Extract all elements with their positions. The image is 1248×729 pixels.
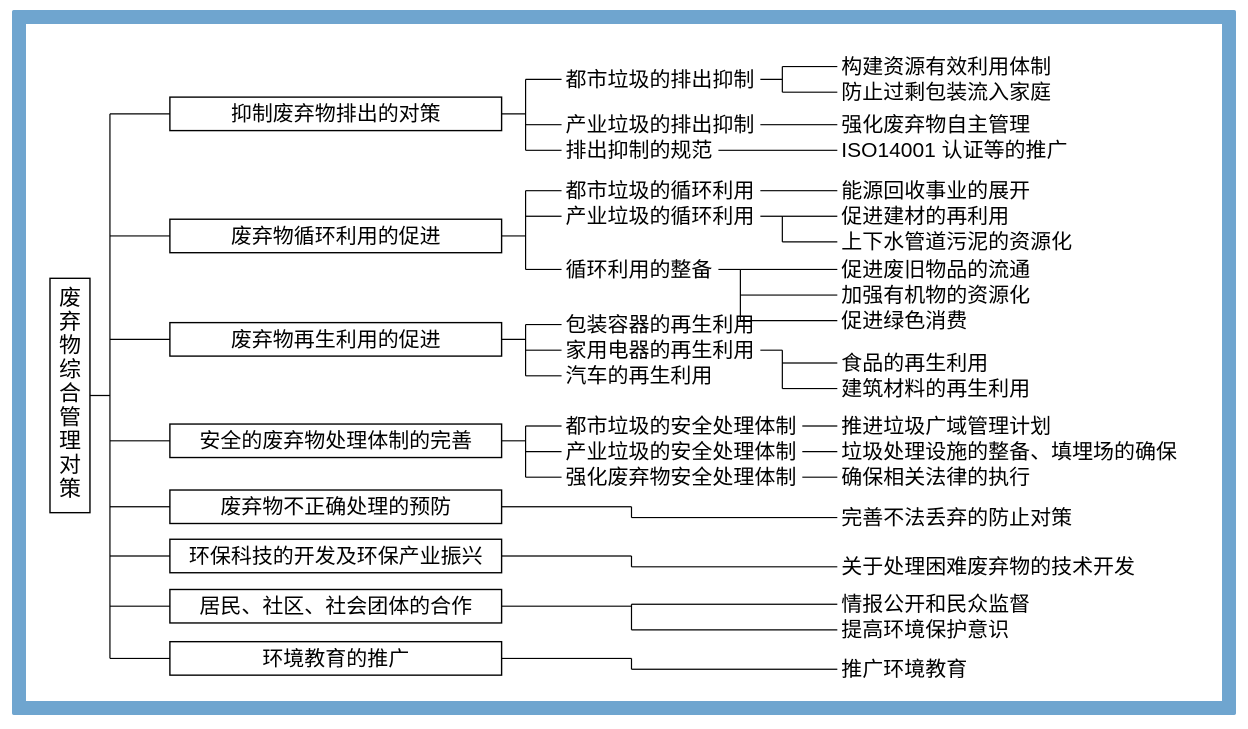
c1-8-label: 环境教育的推广 [262, 647, 409, 670]
root-label-char: 理 [59, 428, 81, 453]
c1-5-label: 废弃物不正确处理的预防 [220, 496, 451, 519]
c2-8: 家用电器的再生利用 [566, 339, 755, 362]
c2-3: 排出抑制的规范 [566, 139, 713, 162]
root-label-char: 对 [59, 452, 81, 477]
root-label-char: 弃 [59, 309, 81, 334]
c3-2: 防止过剩包装流入家庭 [841, 81, 1051, 104]
c3-6: 促进建材的再利用 [841, 205, 1009, 228]
c3-13: 推进垃圾广域管理计划 [841, 415, 1051, 438]
c3-7: 上下水管道污泥的资源化 [841, 231, 1072, 254]
c2-4: 都市垃圾的循环利用 [566, 180, 755, 203]
root-label-char: 策 [59, 476, 81, 501]
c3-14: 垃圾处理设施的整备、填埋场的确保 [841, 441, 1177, 464]
diagram-svg: 废弃物综合管理对策 抑制废弃物排出的对策 都市垃圾的排出抑制 构建资源有效利用体制防止… [42, 40, 1206, 685]
c1-6-label: 环保科技的开发及环保产业振兴 [189, 545, 483, 568]
root-label-char: 物 [59, 333, 81, 358]
root-label-char: 合 [59, 381, 81, 406]
c3-19: 提高环境保护意识 [841, 619, 1009, 642]
c3-8: 促进废旧物品的流通 [841, 258, 1030, 281]
c3-12: 建筑材料的再生利用 [841, 378, 1030, 401]
c3-11: 食品的再生利用 [841, 352, 988, 375]
c2-7: 包装容器的再生利用 [566, 314, 755, 337]
c2-11: 产业垃圾的安全处理体制 [566, 441, 797, 464]
c3-9: 加强有机物的资源化 [841, 284, 1030, 307]
c1-2-label: 废弃物循环利用的促进 [231, 225, 441, 248]
c3-4: ISO14001 认证等的推广 [841, 139, 1067, 162]
c3-3: 强化废弃物自主管理 [841, 114, 1030, 137]
root-label-char: 综 [59, 357, 81, 382]
c2-6: 循环利用的整备 [566, 258, 713, 281]
c3-20: 推广环境教育 [841, 658, 967, 681]
c1-7-label: 居民、社区、社会团体的合作 [199, 595, 472, 618]
root-label-char: 管 [59, 404, 81, 429]
diagram-frame: 废弃物综合管理对策 抑制废弃物排出的对策 都市垃圾的排出抑制 构建资源有效利用体制防止… [12, 10, 1236, 715]
c3-17: 关于处理困难废弃物的技术开发 [841, 556, 1135, 579]
c3-10: 促进绿色消费 [841, 310, 967, 333]
c3-1: 构建资源有效利用体制 [841, 56, 1051, 79]
c2-1: 都市垃圾的排出抑制 [566, 68, 755, 91]
c2-12: 强化废弃物安全处理体制 [566, 466, 797, 489]
c3-5: 能源回收事业的展开 [841, 180, 1030, 203]
c2-9: 汽车的再生利用 [566, 365, 713, 388]
c1-3-label: 废弃物再生利用的促进 [231, 328, 441, 351]
c3-15: 确保相关法律的执行 [841, 466, 1030, 489]
c2-5: 产业垃圾的循环利用 [566, 205, 755, 228]
c3-16: 完善不法丢弃的防止对策 [841, 507, 1072, 530]
c2-10: 都市垃圾的安全处理体制 [566, 415, 797, 438]
c3-18: 情报公开和民众监督 [841, 593, 1030, 616]
c2-2: 产业垃圾的排出抑制 [566, 114, 755, 137]
c1-1-label: 抑制废弃物排出的对策 [231, 103, 441, 126]
c1-4-label: 安全的废弃物处理体制的完善 [199, 430, 472, 453]
root-label-char: 废 [59, 285, 81, 310]
